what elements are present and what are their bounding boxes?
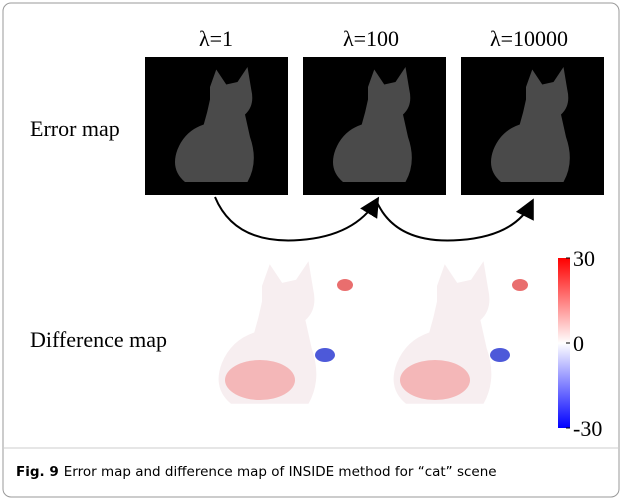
colorbar-tick-label: -30 (573, 416, 602, 441)
row-label: Error map (30, 116, 120, 141)
row-label: Difference map (30, 327, 167, 352)
caption: Fig. 9 Error map and difference map of IN… (16, 464, 497, 480)
column-label: λ=1 (199, 26, 233, 51)
colorbar-tick-label: 30 (573, 246, 595, 271)
caption-label: Fig. 9 (16, 464, 59, 480)
error-maps (145, 57, 604, 195)
figure: λ=1 λ=100 λ=10000 Error map Difference m… (0, 0, 623, 501)
column-label: λ=10000 (490, 26, 568, 51)
column-label: λ=100 (343, 26, 399, 51)
colorbar-tick-label: 0 (573, 331, 584, 356)
caption-text: Error map and difference map of INSIDE m… (64, 464, 497, 480)
